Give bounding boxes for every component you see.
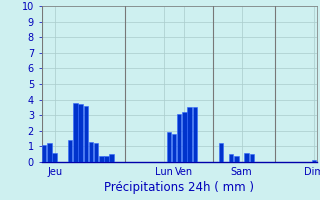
Bar — [219, 143, 223, 162]
Bar — [234, 156, 238, 162]
Bar — [47, 143, 52, 162]
Bar — [172, 134, 176, 162]
Bar — [104, 156, 109, 162]
Bar — [68, 140, 72, 162]
Bar — [109, 154, 114, 162]
Bar — [52, 153, 57, 162]
Bar — [182, 112, 187, 162]
Bar — [94, 143, 98, 162]
Bar — [193, 107, 197, 162]
Bar — [99, 156, 103, 162]
Bar — [229, 154, 233, 162]
Bar — [89, 142, 93, 162]
X-axis label: Précipitations 24h ( mm ): Précipitations 24h ( mm ) — [104, 181, 254, 194]
Bar — [188, 107, 192, 162]
Bar — [78, 104, 83, 162]
Bar — [84, 106, 88, 162]
Bar — [244, 153, 249, 162]
Bar — [42, 145, 46, 162]
Bar — [167, 132, 171, 162]
Bar — [250, 154, 254, 162]
Bar — [177, 114, 181, 162]
Bar — [73, 103, 77, 162]
Bar — [312, 160, 316, 162]
